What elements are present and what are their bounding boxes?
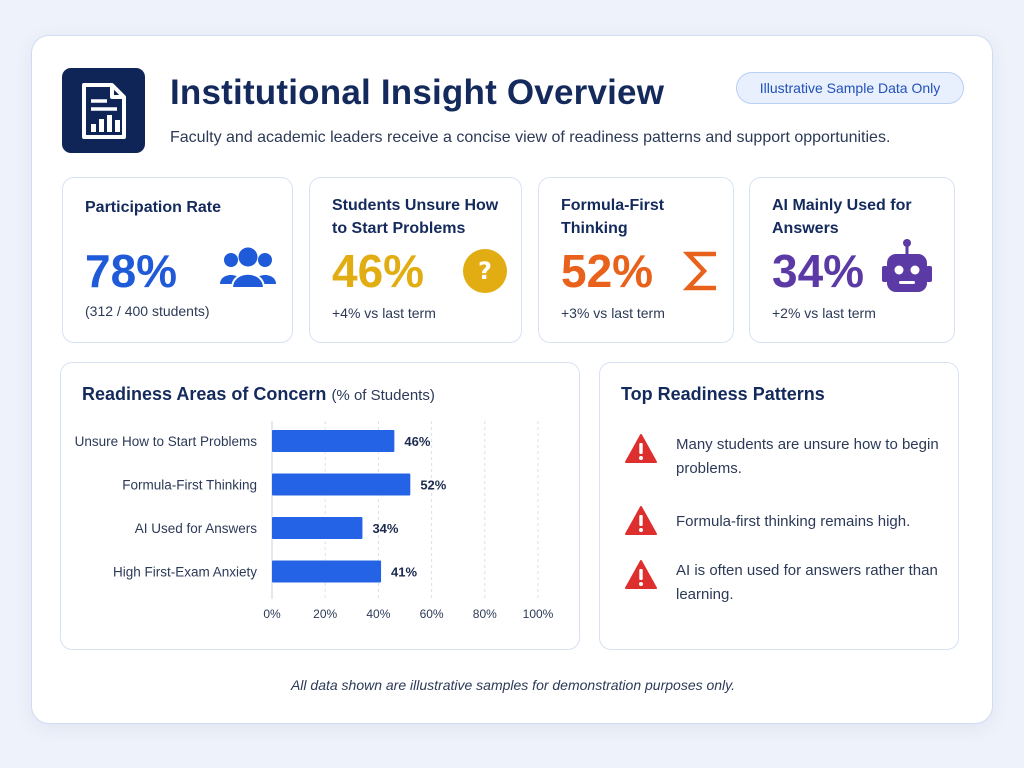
metric-value: 52% [561, 245, 654, 297]
metric-value: 78% [85, 245, 178, 297]
chart-title-suffix: (% of Students) [331, 387, 435, 404]
disclaimer-footer: All data shown are illustrative samples … [290, 677, 736, 693]
metric-value: 34% [772, 245, 865, 297]
page-title: Institutional Insight Overview [170, 73, 665, 112]
pattern-text: AI is often used for answers rather than… [676, 562, 938, 603]
insight-card: Institutional Insight Overview Faculty a… [31, 35, 993, 724]
metric-label: Participation Rate [85, 199, 222, 216]
pattern-text: Formula-first thinking remains high. [676, 513, 911, 530]
warning-icon [625, 560, 657, 589]
warning-icon [625, 506, 657, 535]
patterns-panel: Top Readiness Patterns Many students are… [599, 362, 959, 650]
metric-label: Formula-First Thinking [561, 197, 665, 237]
x-tick-label: 20% [313, 607, 337, 621]
metric-note: +2% vs last term [772, 305, 876, 321]
bar [272, 473, 411, 496]
sigma-icon [673, 246, 731, 296]
x-tick-label: 100% [523, 607, 554, 621]
chart-title-main: Readiness Areas of Concern [82, 384, 327, 404]
x-tick-label: 60% [420, 607, 444, 621]
x-tick-label: 80% [473, 607, 497, 621]
x-tick-label: 0% [263, 607, 281, 621]
report-logo-icon [62, 68, 145, 153]
data-label: 34% [372, 521, 398, 536]
svg-text:?: ? [478, 257, 492, 285]
category-label: Unsure How to Start Problems [75, 434, 258, 449]
robot-icon [878, 238, 936, 300]
data-label: 46% [404, 434, 430, 449]
category-label: AI Used for Answers [135, 521, 258, 536]
bar [272, 517, 363, 539]
patterns-title: Top Readiness Patterns [621, 384, 825, 404]
metric-card-unsure: Students Unsure How to Start Problems 46… [309, 177, 522, 343]
chart-title: Readiness Areas of Concern (% of Student… [82, 384, 435, 405]
metric-value: 46% [332, 245, 425, 297]
metric-card-formula-first: Formula-First Thinking 52% +3% vs last t… [538, 177, 734, 343]
pattern-item: Formula-first thinking remains high. [624, 505, 944, 537]
bar [272, 560, 382, 583]
concern-bar-chart: 0% 20% 40% 60% 80% 100% Unsure How to Start Pr… [75, 421, 554, 621]
page-subtitle: Faculty and academic leaders receive a c… [170, 129, 891, 146]
metric-label: AI Mainly Used for Answers [772, 197, 912, 237]
x-tick-label: 40% [366, 607, 390, 621]
metric-label: Students Unsure How to Start Problems [332, 197, 499, 237]
metric-note: +4% vs last term [332, 305, 436, 321]
category-label: Formula-First Thinking [122, 478, 257, 493]
pattern-item: Many students are unsure how to begin pr… [624, 433, 944, 481]
data-label: 41% [391, 565, 417, 580]
pattern-text: Many students are unsure how to begin pr… [676, 436, 939, 477]
pattern-item: AI is often used for answers rather than… [624, 559, 944, 607]
metric-note: (312 / 400 students) [85, 303, 210, 319]
metric-card-ai-answers: AI Mainly Used for Answers 34% +2% vs la… [749, 177, 955, 343]
concern-chart-panel: Readiness Areas of Concern (% of Student… [60, 362, 580, 650]
warning-icon [625, 434, 657, 463]
metric-note: +3% vs last term [561, 305, 665, 321]
metric-card-participation: Participation Rate 78% (312 / 400 studen… [62, 177, 293, 343]
question-icon: ? [456, 246, 514, 296]
users-icon [219, 244, 277, 294]
category-label: High First-Exam Anxiety [113, 565, 257, 580]
sample-data-badge: Illustrative Sample Data Only [736, 72, 964, 104]
data-label: 52% [420, 478, 446, 493]
bar [272, 430, 395, 452]
